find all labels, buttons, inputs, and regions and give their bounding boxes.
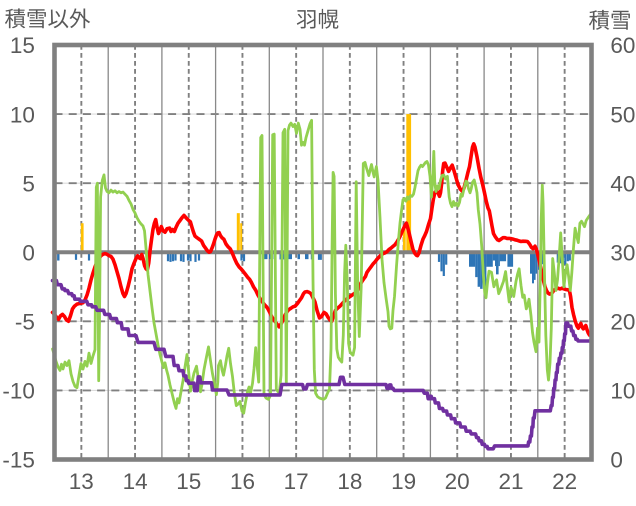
svg-text:14: 14: [123, 469, 148, 494]
svg-text:50: 50: [610, 102, 635, 127]
svg-text:60: 60: [610, 33, 635, 58]
svg-text:40: 40: [610, 171, 635, 196]
svg-text:0: 0: [22, 240, 35, 265]
svg-text:22: 22: [552, 469, 577, 494]
svg-text:21: 21: [498, 469, 523, 494]
svg-text:16: 16: [230, 469, 255, 494]
svg-text:20: 20: [445, 469, 470, 494]
svg-text:-15: -15: [2, 448, 35, 473]
svg-text:17: 17: [284, 469, 309, 494]
svg-text:30: 30: [610, 240, 635, 265]
svg-text:0: 0: [610, 448, 623, 473]
svg-text:18: 18: [337, 469, 362, 494]
svg-text:15: 15: [10, 33, 35, 58]
svg-text:-5: -5: [15, 310, 35, 335]
svg-text:13: 13: [69, 469, 94, 494]
svg-text:5: 5: [22, 171, 35, 196]
svg-text:10: 10: [610, 379, 635, 404]
svg-text:15: 15: [176, 469, 201, 494]
svg-text:19: 19: [391, 469, 416, 494]
svg-text:20: 20: [610, 310, 635, 335]
svg-text:10: 10: [10, 102, 35, 127]
svg-text:-10: -10: [2, 379, 35, 404]
